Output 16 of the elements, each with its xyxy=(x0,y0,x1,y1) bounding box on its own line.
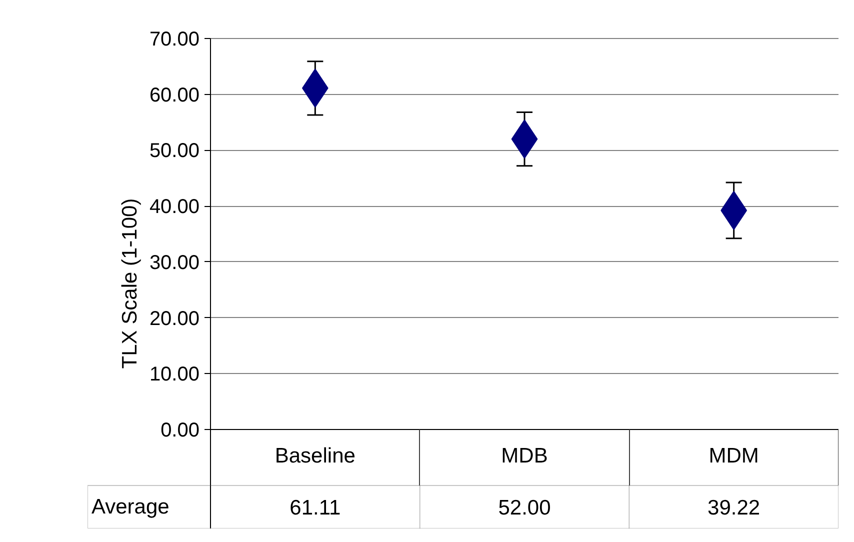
y-tick-label: 70.00 xyxy=(149,28,200,50)
x-tick-label: MDM xyxy=(708,444,759,468)
text: Average xyxy=(92,496,170,518)
x-tick-label: Baseline xyxy=(274,444,356,468)
data-label: 61.11 xyxy=(290,496,341,520)
y-tick-label: 40.00 xyxy=(149,196,200,218)
y-tick-label: 0.00 xyxy=(160,420,200,442)
y-tick-label: 20.00 xyxy=(149,308,200,330)
y-tick-label: 30.00 xyxy=(149,252,200,274)
y-tick-label: 10.00 xyxy=(149,364,200,386)
data-label: 39.22 xyxy=(708,496,760,520)
x-tick-label: MDB xyxy=(501,444,548,468)
y-axis-title: TLX Scale (1-100) xyxy=(118,198,142,369)
y-tick-label: 60.00 xyxy=(149,84,200,106)
data-label: 52.00 xyxy=(498,496,551,520)
y-tick-label: 50.00 xyxy=(149,140,200,162)
